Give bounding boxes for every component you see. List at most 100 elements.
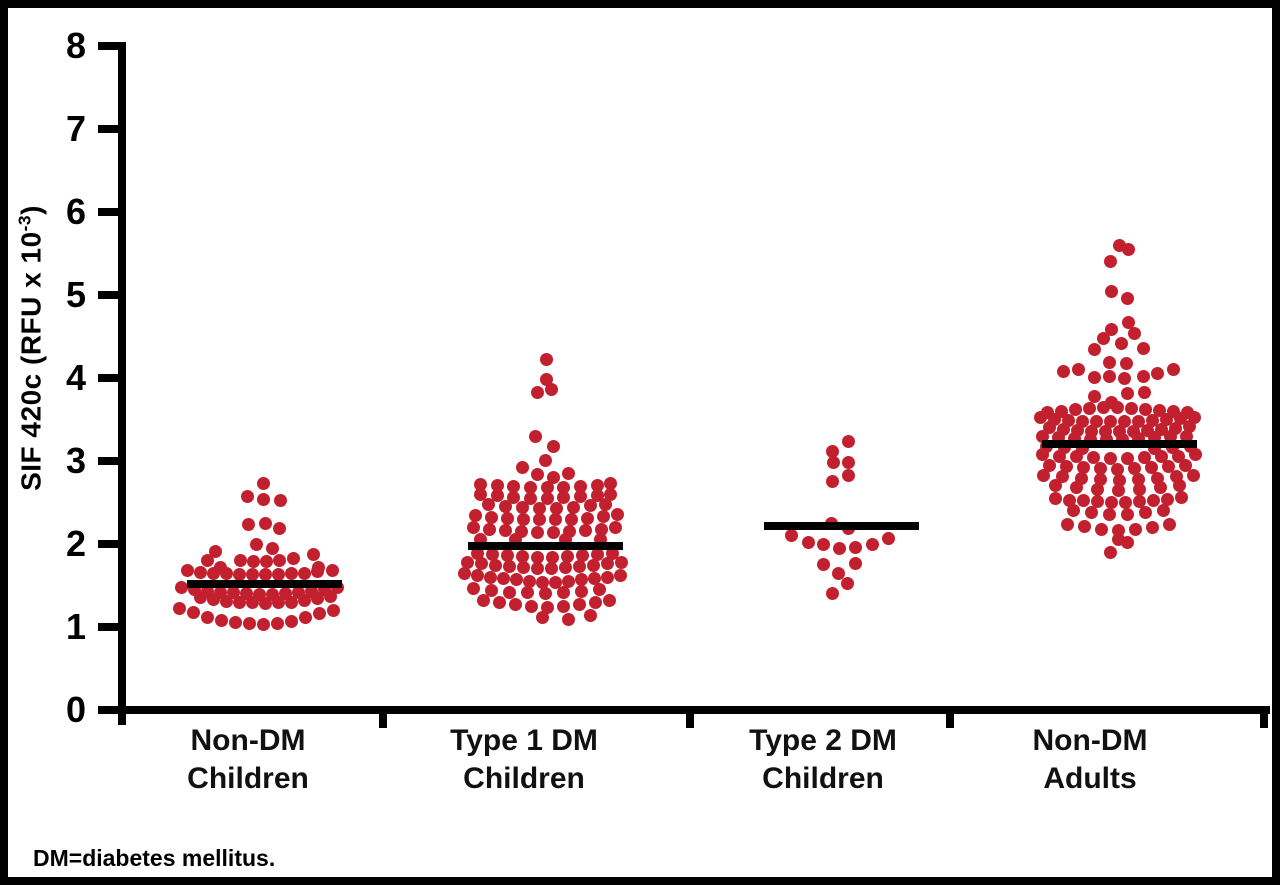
data-point <box>310 592 324 606</box>
data-point <box>572 598 586 612</box>
data-point <box>1102 507 1116 521</box>
data-point <box>574 584 588 598</box>
data-point <box>249 538 263 552</box>
data-point <box>1111 483 1125 497</box>
data-point <box>232 595 246 609</box>
data-point <box>528 430 542 444</box>
data-point <box>573 480 587 494</box>
data-point <box>826 456 840 470</box>
data-point <box>1090 495 1104 509</box>
data-point <box>172 602 186 616</box>
data-point <box>573 490 587 504</box>
data-point <box>598 497 612 511</box>
data-point <box>1138 403 1152 417</box>
data-point <box>206 566 220 580</box>
data-point <box>1102 355 1116 369</box>
group-label-line2: Children <box>463 762 585 795</box>
data-point <box>592 583 606 597</box>
group-label-non-dm-adults: Non-DM Adults <box>930 722 1250 798</box>
data-point <box>1160 492 1174 506</box>
data-point <box>515 461 529 475</box>
data-point <box>1132 482 1146 496</box>
data-point <box>515 549 529 563</box>
data-point <box>1118 496 1132 509</box>
data-point <box>580 511 594 525</box>
data-point <box>506 480 520 494</box>
data-point <box>1096 331 1110 345</box>
data-point <box>1103 545 1117 559</box>
data-point <box>608 520 622 534</box>
data-point <box>509 573 523 587</box>
data-point <box>258 597 272 611</box>
data-point <box>825 444 839 458</box>
data-point <box>326 603 340 617</box>
data-point <box>530 561 544 575</box>
data-point <box>272 554 286 568</box>
data-point <box>516 512 530 526</box>
data-point <box>1178 458 1192 472</box>
median-line <box>468 542 623 551</box>
y-axis-tick-label: 4 <box>65 357 86 398</box>
data-point <box>246 554 260 568</box>
data-point <box>273 493 287 507</box>
data-point <box>548 513 562 527</box>
data-point <box>1102 369 1116 383</box>
data-point <box>270 617 284 631</box>
data-point <box>240 490 254 504</box>
data-point <box>482 522 496 536</box>
data-point <box>561 466 575 480</box>
data-point <box>1154 450 1168 464</box>
y-axis-tick-label: 5 <box>65 274 86 315</box>
y-axis-tick-label: 2 <box>65 523 86 564</box>
data-point <box>1144 461 1158 475</box>
data-point <box>1087 389 1101 403</box>
data-point <box>200 554 214 568</box>
data-point <box>564 512 578 526</box>
data-point <box>1117 415 1131 429</box>
data-point <box>271 568 285 582</box>
data-point <box>538 587 552 601</box>
data-point <box>284 567 298 581</box>
data-point <box>1131 414 1145 428</box>
data-point <box>593 532 607 546</box>
data-point <box>614 555 628 569</box>
group-label-line2: Adults <box>1043 762 1137 795</box>
data-point <box>848 540 862 554</box>
group-label-type1-dm-children: Type 1 DM Children <box>364 722 684 798</box>
data-point <box>556 481 570 495</box>
group-label-non-dm-children: Non-DM Children <box>88 722 408 798</box>
data-point <box>832 541 846 555</box>
data-point <box>1094 522 1108 536</box>
data-point <box>1114 336 1128 350</box>
data-point <box>286 551 300 565</box>
data-point <box>1068 403 1082 417</box>
data-point <box>310 564 324 578</box>
data-point <box>1174 491 1188 505</box>
data-point <box>583 608 597 622</box>
data-point <box>816 558 830 572</box>
data-point <box>840 576 854 590</box>
data-point <box>1110 401 1124 415</box>
data-point <box>574 573 588 587</box>
data-point <box>492 596 506 610</box>
data-point <box>523 481 537 495</box>
data-point <box>1071 363 1085 377</box>
data-point <box>241 518 255 532</box>
data-point <box>841 456 855 470</box>
data-point <box>1121 242 1135 256</box>
data-point <box>587 572 601 586</box>
data-point <box>841 469 855 483</box>
data-point <box>588 595 602 609</box>
data-point <box>200 610 214 624</box>
data-point <box>825 475 839 489</box>
data-point <box>556 491 570 505</box>
data-point <box>490 489 504 503</box>
data-point <box>1110 462 1124 476</box>
data-point <box>272 521 286 535</box>
data-point <box>865 537 879 551</box>
data-point <box>1104 322 1118 336</box>
data-point <box>530 550 544 564</box>
y-axis-tick-label: 3 <box>65 440 86 481</box>
data-point <box>532 513 546 527</box>
